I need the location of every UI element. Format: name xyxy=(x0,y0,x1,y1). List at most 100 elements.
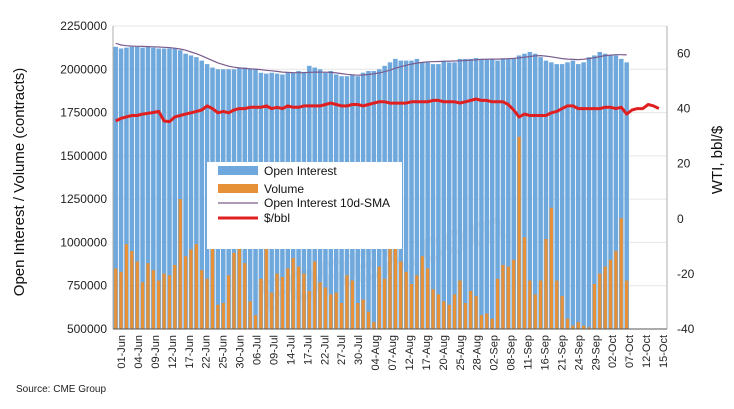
volume-bar xyxy=(232,252,236,329)
x-tick-label: 30-Jun xyxy=(235,335,247,369)
y-right-tick-label: 0 xyxy=(677,212,684,226)
volume-bars xyxy=(114,136,629,329)
legend-label-price: $/bbl xyxy=(264,211,290,225)
volume-bar xyxy=(162,273,166,329)
open-interest-bar xyxy=(479,58,484,329)
volume-bar xyxy=(582,325,586,329)
x-tick-label: 09-Jul xyxy=(268,335,280,365)
volume-bar xyxy=(404,271,408,329)
open-interest-bar xyxy=(177,50,183,330)
open-interest-bar xyxy=(559,64,565,329)
x-tick-label: 12-Jun xyxy=(167,335,179,369)
volume-bar xyxy=(243,263,247,329)
volume-bar xyxy=(420,256,424,329)
y-right-tick-label: -40 xyxy=(677,322,695,336)
open-interest-bar xyxy=(151,47,156,330)
x-tick-label: 08-Sep xyxy=(506,335,518,370)
x-tick-label: 16-Sep xyxy=(539,335,551,370)
x-tick-label: 24-Sep xyxy=(573,335,585,370)
open-interest-bar xyxy=(511,58,516,329)
volume-bar xyxy=(377,266,381,329)
volume-bar xyxy=(490,318,494,329)
volume-bar xyxy=(619,218,623,329)
volume-bar xyxy=(291,258,295,329)
open-interest-bar xyxy=(409,60,414,329)
volume-bar xyxy=(157,280,161,329)
volume-bar xyxy=(576,322,580,329)
x-tick-label: 06-Jul xyxy=(252,335,264,365)
y-right-tick-label: -20 xyxy=(677,267,695,281)
y-left-tick-label: 1500000 xyxy=(60,149,107,163)
x-tick-label: 12-Oct xyxy=(641,335,653,368)
open-interest-bar xyxy=(156,48,161,329)
legend-box xyxy=(207,162,402,249)
x-tick-label: 25-Jun xyxy=(218,335,230,369)
volume-bar xyxy=(130,251,134,329)
volume-bar xyxy=(431,289,435,329)
y-right-tick-label: 40 xyxy=(677,102,691,116)
volume-bar xyxy=(474,296,478,329)
volume-bar xyxy=(216,304,220,329)
open-interest-bar xyxy=(441,60,447,329)
open-interest-bar xyxy=(581,62,586,330)
volume-bar xyxy=(592,283,597,329)
open-interest-bar xyxy=(167,48,172,329)
volume-bar xyxy=(506,266,510,329)
x-tick-label: 01-Jun xyxy=(116,335,128,369)
open-interest-bar xyxy=(565,62,570,330)
volume-bar xyxy=(114,268,118,329)
volume-bar xyxy=(522,237,527,329)
open-interest-bar xyxy=(489,58,495,329)
open-interest-bar xyxy=(624,62,629,330)
open-interest-bar xyxy=(495,60,500,329)
open-interest-bar xyxy=(161,48,167,329)
open-interest-bar xyxy=(436,64,441,329)
legend-swatch-open-interest xyxy=(218,166,258,175)
x-tick-label: 17-Jun xyxy=(184,335,196,369)
volume-bar xyxy=(512,259,516,329)
x-tick-label: 15-Oct xyxy=(658,335,670,368)
open-interest-bar xyxy=(430,64,436,329)
x-tick-label: 30-Jul xyxy=(353,335,365,365)
open-interest-bar xyxy=(124,47,129,330)
legend: Open Interest Volume Open Interest 10d-S… xyxy=(207,162,402,249)
open-interest-bar xyxy=(527,51,533,329)
volume-bar xyxy=(167,275,172,329)
volume-bar xyxy=(124,244,129,329)
y-right-tick-label: 20 xyxy=(677,157,691,171)
x-tick-label: 25-Aug xyxy=(455,335,467,370)
legend-label-sma: Open Interest 10d-SMA xyxy=(264,196,390,210)
volume-bar xyxy=(227,275,231,329)
volume-bar xyxy=(119,271,123,329)
volume-bar xyxy=(345,275,349,329)
open-interest-bar xyxy=(554,64,559,329)
volume-bar xyxy=(415,275,419,329)
volume-bar xyxy=(146,263,150,329)
volume-bar xyxy=(259,278,263,329)
volume-bar xyxy=(608,259,613,329)
y-right-tick-label: 60 xyxy=(677,47,691,61)
legend-swatch-volume xyxy=(218,184,258,193)
x-tick-label: 22-Jun xyxy=(201,335,213,369)
y-left-axis-label: Open Interest / Volume (contracts) xyxy=(11,68,28,296)
open-interest-bar xyxy=(473,58,479,329)
volume-bar xyxy=(173,264,177,329)
volume-bar xyxy=(313,261,317,329)
volume-bar xyxy=(253,315,258,329)
volume-bar xyxy=(178,199,182,329)
volume-bar xyxy=(393,238,397,329)
x-tick-label: 22-Jul xyxy=(319,335,331,365)
y-left-ticks: 2250000 2000000 1750000 1500000 1250000 10000… xyxy=(60,19,107,336)
open-interest-bar xyxy=(446,62,452,330)
volume-bar xyxy=(426,268,430,329)
x-tick-label: 09-Jun xyxy=(150,335,162,369)
x-tick-label: 21-Sep xyxy=(556,335,568,370)
open-interest-bar xyxy=(586,57,592,330)
volume-bar xyxy=(275,273,279,329)
x-tick-label: 02-Sep xyxy=(489,335,501,370)
y-left-tick-label: 2000000 xyxy=(60,62,107,76)
volume-bar xyxy=(458,280,462,329)
volume-bar xyxy=(533,294,537,329)
volume-bar xyxy=(334,292,338,329)
